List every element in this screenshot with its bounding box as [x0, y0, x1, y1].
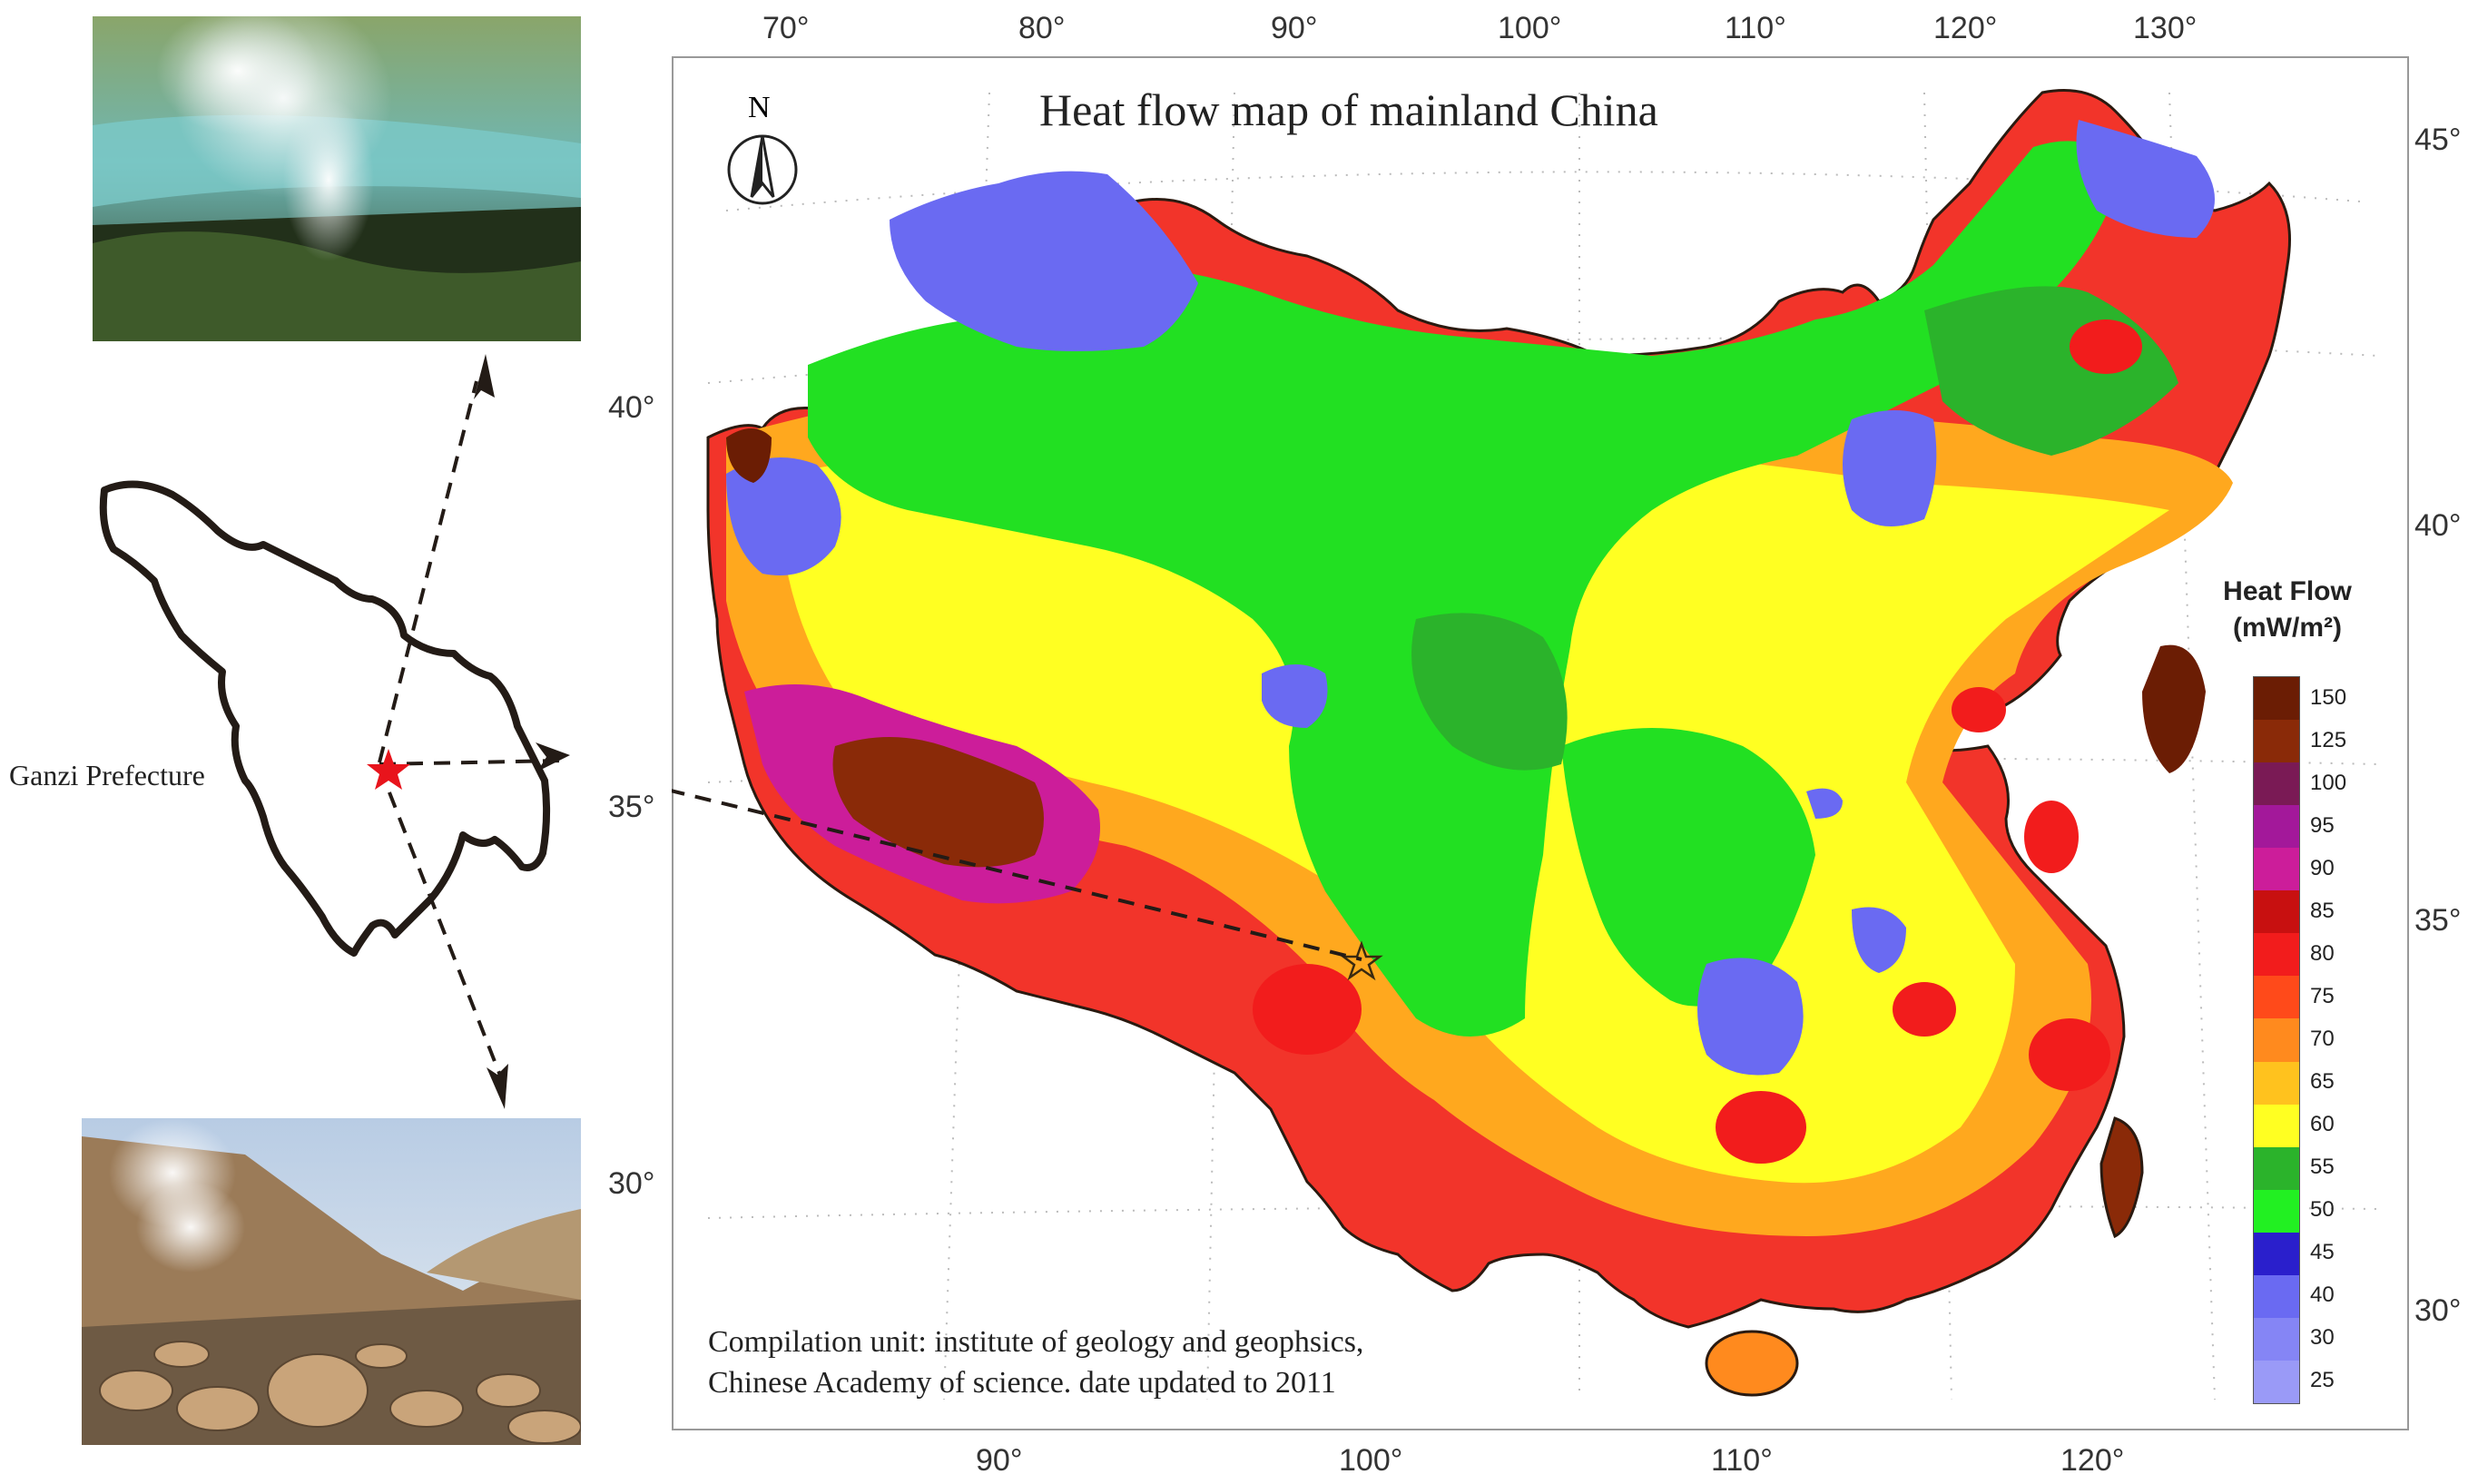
legend-swatch — [2254, 848, 2299, 891]
legend-swatch — [2254, 1018, 2299, 1062]
ganzi-label: Ganzi Prefecture — [9, 759, 205, 791]
map-title: Heat flow map of mainland China — [1039, 84, 1658, 135]
lat-right-40: 40° — [2414, 508, 2462, 543]
legend-swatch — [2254, 1146, 2299, 1190]
legend-label: 85 — [2310, 898, 2335, 923]
legend-label: 50 — [2310, 1197, 2335, 1223]
legend-label: 30 — [2310, 1325, 2335, 1351]
legend-label: 150 — [2310, 684, 2347, 710]
legend-swatch — [2254, 677, 2299, 721]
lon-top-130: 130° — [2133, 11, 2198, 45]
legend-swatch — [2254, 933, 2299, 977]
lat-left-35: 35° — [608, 790, 655, 824]
credit-line-1: Compilation unit: institute of geology a… — [708, 1325, 1364, 1359]
lat-left-30: 30° — [608, 1166, 655, 1201]
lon-top-80: 80° — [1018, 11, 1066, 45]
lon-top-100: 100° — [1498, 11, 1562, 45]
legend-swatch — [2254, 1189, 2299, 1233]
legend-label: 25 — [2310, 1368, 2335, 1393]
legend-label: 75 — [2310, 983, 2335, 1008]
lat-right-45: 45° — [2414, 123, 2462, 157]
legend-swatch — [2254, 1317, 2299, 1361]
lon-top-120: 120° — [1933, 11, 1998, 45]
legend-label: 125 — [2310, 727, 2347, 752]
legend-label: 65 — [2310, 1069, 2335, 1095]
lon-bottom-120: 120° — [2060, 1443, 2125, 1478]
legend-swatch — [2254, 1232, 2299, 1275]
legend-units: (mW/m²) — [2233, 613, 2342, 643]
legend-title: Heat Flow — [2223, 576, 2352, 606]
legend-label: 90 — [2310, 855, 2335, 880]
lon-top-90: 90° — [1271, 11, 1318, 45]
legend-swatch — [2254, 976, 2299, 1019]
legend-swatch — [2254, 1061, 2299, 1105]
legend-label: 95 — [2310, 812, 2335, 838]
legend-label: 80 — [2310, 940, 2335, 966]
legend-swatch — [2254, 1360, 2299, 1403]
credit-line-2: Chinese Academy of science. date updated… — [708, 1366, 1336, 1400]
location-star-icon — [367, 749, 410, 790]
ganzi-outline — [99, 354, 570, 1109]
ganzi-map-star-icon — [1340, 940, 1383, 981]
heat-flow-map — [672, 89, 2379, 1400]
lon-bottom-90: 90° — [976, 1443, 1023, 1478]
lat-left-40: 40° — [608, 390, 655, 425]
legend-swatch — [2254, 805, 2299, 849]
lon-bottom-100: 100° — [1339, 1443, 1403, 1478]
lon-top-110: 110° — [1725, 11, 1786, 45]
compass-north-icon — [727, 134, 798, 205]
legend-label: 100 — [2310, 770, 2347, 795]
legend-labels: 150 125 100 95 90 85 80 75 70 65 60 55 50 45 40 30 25 — [2310, 676, 2383, 1402]
lat-right-35: 35° — [2414, 903, 2462, 938]
legend-swatch — [2254, 1104, 2299, 1147]
hot-spring-photo — [82, 1118, 581, 1445]
legend-swatch — [2254, 762, 2299, 806]
lat-right-30: 30° — [2414, 1293, 2462, 1328]
geyser-photo — [93, 16, 581, 341]
legend-swatch — [2254, 1274, 2299, 1318]
lon-bottom-110: 110° — [1711, 1443, 1773, 1478]
legend-label: 60 — [2310, 1112, 2335, 1137]
legend-label: 45 — [2310, 1240, 2335, 1265]
legend-swatch — [2254, 720, 2299, 763]
legend-label: 55 — [2310, 1155, 2335, 1180]
north-label: N — [748, 91, 771, 124]
legend-label: 70 — [2310, 1027, 2335, 1051]
legend-swatch — [2254, 890, 2299, 934]
lon-top-70: 70° — [762, 11, 810, 45]
legend-label: 40 — [2310, 1283, 2335, 1308]
legend-colorbar — [2253, 676, 2300, 1404]
